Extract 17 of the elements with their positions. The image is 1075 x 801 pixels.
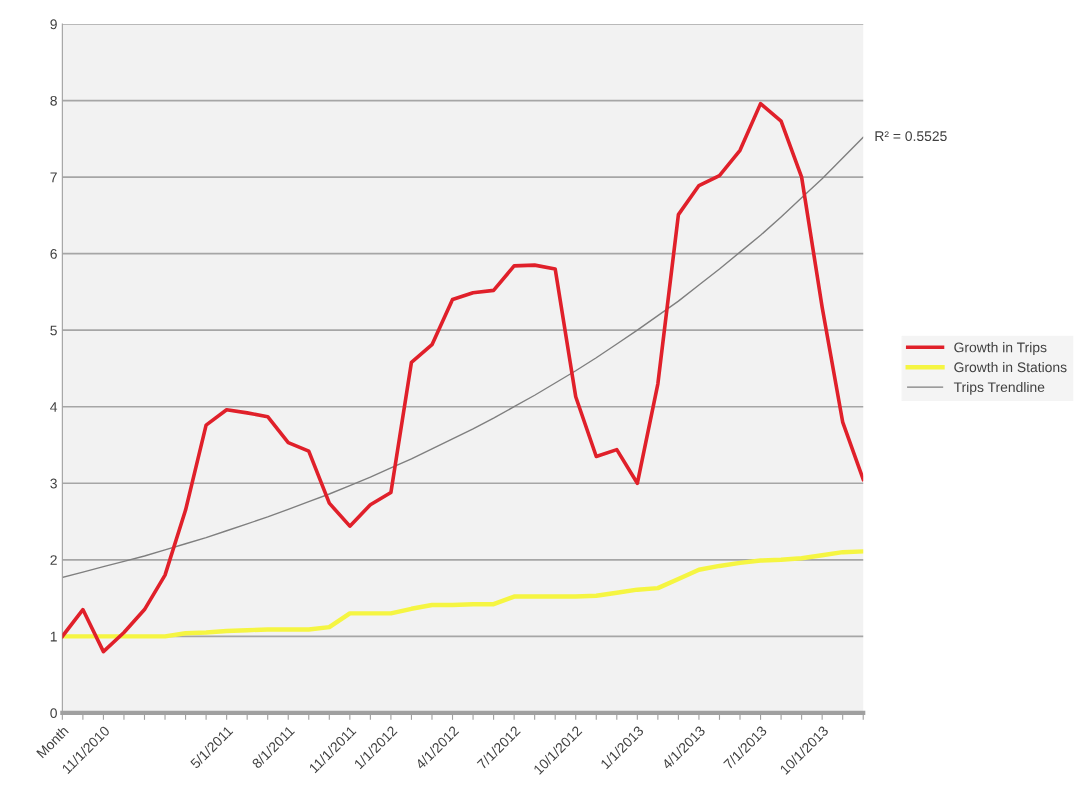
y-tick-label: 6 xyxy=(50,248,57,259)
y-tick-label: 7 xyxy=(50,172,57,183)
y-tick-label: 5 xyxy=(50,325,57,336)
legend-label: Growth in Trips xyxy=(954,342,1047,356)
y-tick-label: 9 xyxy=(50,19,57,30)
y-tick-label: 4 xyxy=(50,402,58,412)
line-series xyxy=(62,136,864,579)
legend-label: Growth in Stations xyxy=(954,361,1067,373)
y-tick-label: 8 xyxy=(50,95,57,106)
y-tick-label: 2 xyxy=(50,555,57,565)
y-tick-label: 3 xyxy=(50,478,57,489)
y-tick-label: 0 xyxy=(50,708,57,719)
text: R² = 0.5525 xyxy=(875,131,947,142)
legend-label: Trips Trendline xyxy=(953,381,1045,395)
line-series xyxy=(62,549,864,639)
line-series xyxy=(62,101,864,654)
y-tick-label: 1 xyxy=(50,631,57,642)
